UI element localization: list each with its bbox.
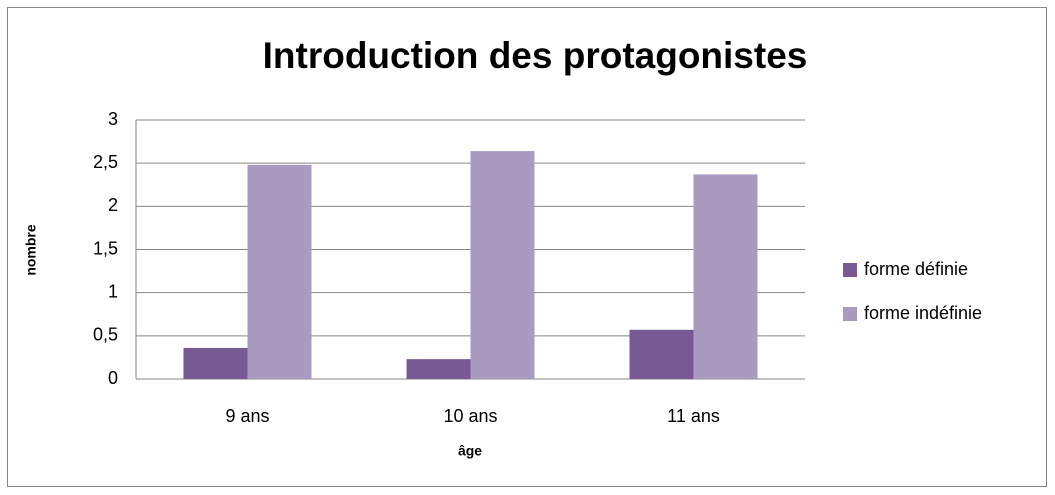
legend-label: forme indéfinie <box>864 303 982 323</box>
y-tick-label: 2,5 <box>93 152 118 172</box>
bar <box>629 329 694 379</box>
bar <box>693 174 758 379</box>
y-tick-label: 2 <box>108 195 118 215</box>
legend-swatch <box>843 307 857 321</box>
bar <box>406 359 471 379</box>
y-tick-label: 0 <box>108 368 118 388</box>
y-tick-label: 1 <box>108 281 118 301</box>
bar <box>183 347 248 379</box>
legend-swatch <box>843 263 857 277</box>
chart-title: Introduction des protagonistes <box>263 35 808 76</box>
y-axis-label: nombre <box>23 224 39 276</box>
y-tick-label: 0,5 <box>93 325 118 345</box>
x-tick-label: 11 ans <box>667 406 720 426</box>
legend-label: forme définie <box>864 259 968 279</box>
y-tick-label: 1,5 <box>93 238 118 258</box>
x-tick-label: 9 ans <box>225 406 269 426</box>
bar <box>470 151 535 379</box>
bar <box>247 164 312 379</box>
x-axis-label: âge <box>458 443 482 459</box>
x-tick-label: 10 ans <box>443 406 497 426</box>
y-tick-label: 3 <box>108 109 118 129</box>
